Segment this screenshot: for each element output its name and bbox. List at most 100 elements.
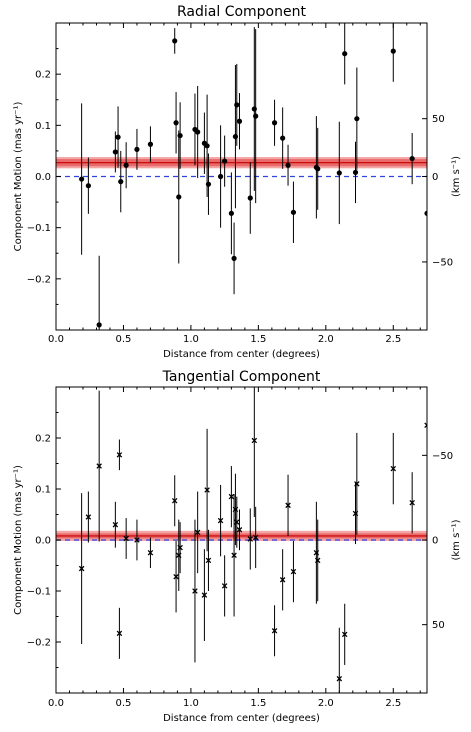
data-point — [96, 463, 102, 469]
y-tick-label: 0.1 — [35, 121, 51, 132]
data-point — [409, 155, 415, 162]
data-point — [147, 141, 154, 147]
data-point — [231, 255, 237, 261]
data-point — [85, 183, 91, 189]
data-point — [205, 557, 212, 564]
data-point — [134, 146, 140, 152]
data-point — [222, 158, 228, 164]
data-point — [352, 169, 359, 176]
data-point — [390, 48, 396, 54]
y-tick-label: 0.0 — [35, 536, 51, 547]
x-tick-label: 1.0 — [183, 334, 199, 345]
data-point — [354, 116, 360, 122]
y-tick-label: −0.1 — [27, 223, 51, 234]
data-point — [177, 132, 183, 139]
y-tick-label: 0.1 — [35, 485, 51, 496]
data-point — [236, 118, 243, 124]
plot-area — [56, 387, 427, 693]
data-point — [252, 534, 259, 541]
right-tick-label: 50 — [432, 114, 445, 125]
y-tick-label: 0.2 — [35, 70, 51, 81]
data-point — [390, 465, 397, 472]
data-point — [228, 493, 235, 500]
data-point — [231, 552, 237, 559]
x-tick-label: 2.5 — [385, 698, 401, 709]
data-point — [354, 481, 360, 487]
data-point — [280, 135, 286, 141]
data-point — [177, 544, 183, 551]
y-axis-label: Component Motion (mas yr⁻¹) — [13, 102, 24, 252]
data-point — [116, 452, 123, 458]
data-point — [314, 557, 321, 564]
data-point — [96, 322, 102, 328]
data-point — [221, 583, 228, 589]
data-point — [234, 519, 240, 525]
data-point — [285, 502, 291, 509]
data-point — [123, 535, 129, 542]
y-tick-label: −0.1 — [27, 587, 51, 598]
right-tick-label: −50 — [432, 451, 453, 462]
data-point — [147, 549, 154, 556]
x-tick-label: 0.5 — [116, 698, 132, 709]
data-point — [118, 179, 124, 185]
x-axis-label: Distance from center (degrees) — [163, 713, 320, 724]
data-point — [290, 568, 297, 575]
chart-title: Tangential Component — [162, 369, 321, 385]
data-point — [315, 166, 321, 172]
data-point — [195, 129, 201, 135]
data-point — [424, 210, 427, 216]
right-axis-label: (km s⁻¹) — [451, 519, 462, 560]
data-point — [115, 134, 121, 140]
x-tick-label: 0.0 — [48, 334, 64, 345]
data-point — [85, 514, 92, 520]
data-point — [79, 176, 85, 182]
y-tick-label: 0.2 — [35, 434, 51, 445]
data-point — [134, 537, 140, 543]
data-point — [236, 527, 243, 533]
right-tick-label: 0 — [432, 536, 438, 547]
y-tick-label: −0.2 — [27, 638, 51, 649]
x-tick-label: 1.5 — [250, 698, 266, 709]
data-point — [171, 497, 178, 504]
data-point — [172, 38, 178, 44]
data-point — [112, 521, 119, 528]
data-point — [112, 149, 118, 155]
x-tick-label: 1.5 — [250, 334, 266, 345]
plot-area — [56, 23, 427, 330]
x-tick-label: 2.5 — [385, 334, 401, 345]
x-tick-label: 0.5 — [116, 334, 132, 345]
data-point — [336, 675, 343, 682]
data-point — [336, 170, 342, 176]
right-axis-label: (km s⁻¹) — [451, 156, 462, 197]
right-tick-label: −50 — [432, 257, 453, 268]
data-point — [253, 113, 259, 119]
data-point — [247, 536, 254, 542]
data-point — [271, 628, 278, 634]
data-point — [247, 195, 253, 201]
data-point — [201, 592, 208, 598]
y-tick-label: 0.0 — [35, 172, 51, 183]
data-point — [78, 565, 85, 572]
x-tick-label: 2.0 — [318, 698, 334, 709]
data-point — [204, 487, 210, 493]
data-point — [217, 173, 224, 180]
data-point — [116, 630, 123, 637]
data-point — [176, 194, 182, 200]
data-point — [290, 209, 297, 215]
y-tick-label: −0.2 — [27, 274, 51, 285]
data-point — [234, 102, 240, 108]
chart-panel-1: 0.0 0.5 1.0 1.5 2.0 2.5 0.2 0.1 0.0 −0.1 −0.2 50 0 −5… — [13, 4, 462, 360]
data-point — [123, 162, 129, 168]
right-tick-label: 50 — [432, 620, 445, 631]
chart-title: Radial Component — [177, 4, 306, 20]
data-point — [342, 51, 348, 57]
data-point — [217, 517, 224, 524]
data-point — [424, 422, 427, 429]
data-point — [204, 143, 210, 149]
data-point — [173, 573, 179, 580]
data-point — [251, 437, 258, 444]
data-point — [409, 500, 415, 506]
data-point — [341, 631, 348, 638]
data-point — [205, 181, 212, 187]
